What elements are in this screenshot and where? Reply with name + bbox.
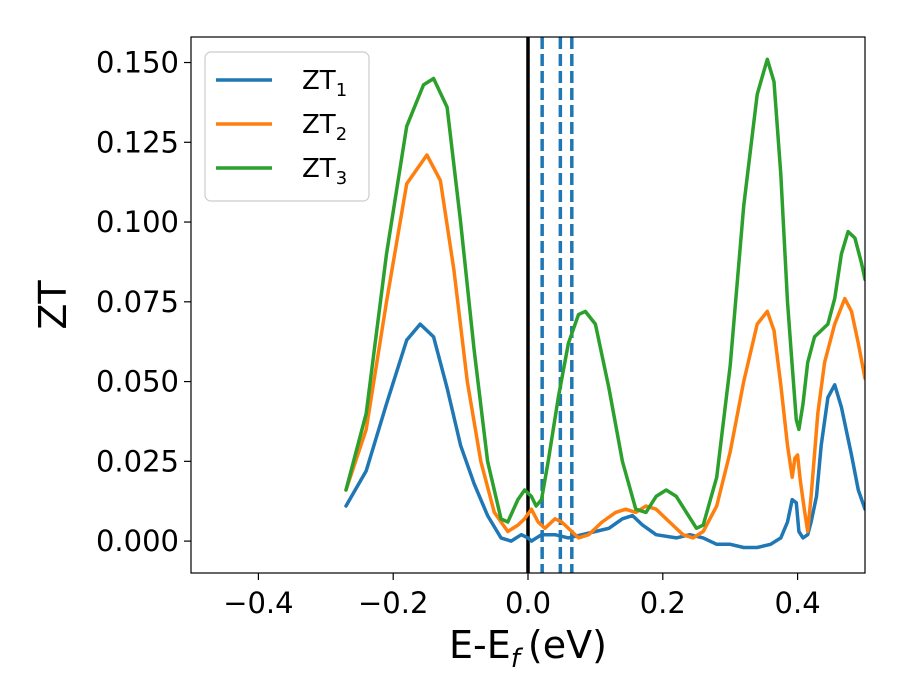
x-tick-label: 0.2 — [640, 586, 686, 620]
x-axis: −0.4 −0.2 0.0 0.2 0.4 — [223, 573, 821, 620]
y-tick-label: 0.150 — [96, 46, 179, 80]
series-line-zt2 — [344, 153, 865, 540]
x-axis-title-unit: (eV) — [528, 623, 607, 667]
y-tick-label: 0.025 — [96, 444, 179, 478]
legend-label-zt1: ZT1 — [302, 66, 347, 101]
x-axis-title-main: E-E — [449, 623, 511, 667]
y-tick-label: 0.050 — [96, 365, 179, 399]
series-group — [344, 57, 865, 550]
x-axis-title-sub: f — [511, 644, 524, 674]
vertical-lines — [526, 37, 574, 573]
series-line-zt1 — [344, 322, 865, 550]
y-axis-title: ZT — [31, 280, 75, 330]
plot-area — [190, 36, 866, 574]
y-axis: 0.000 0.025 0.050 0.075 0.100 0.125 0.150 — [96, 46, 191, 558]
y-tick-label: 0.000 — [96, 524, 179, 558]
series-line-zt3 — [344, 57, 865, 531]
x-tick-label: 0.0 — [505, 586, 551, 620]
legend-frame — [204, 51, 370, 202]
x-tick-label: 0.4 — [775, 586, 821, 620]
x-tick-label: −0.2 — [358, 586, 428, 620]
legend-label-zt2: ZT2 — [302, 110, 347, 145]
x-axis-title: E-Ef (eV) — [449, 623, 607, 674]
y-tick-label: 0.100 — [96, 205, 179, 239]
legend-label-zt3: ZT3 — [302, 154, 347, 189]
y-tick-label: 0.075 — [96, 285, 179, 319]
x-tick-label: −0.4 — [223, 586, 293, 620]
y-tick-label: 0.125 — [96, 125, 179, 159]
legend: ZT1 ZT2 ZT3 — [204, 51, 370, 202]
